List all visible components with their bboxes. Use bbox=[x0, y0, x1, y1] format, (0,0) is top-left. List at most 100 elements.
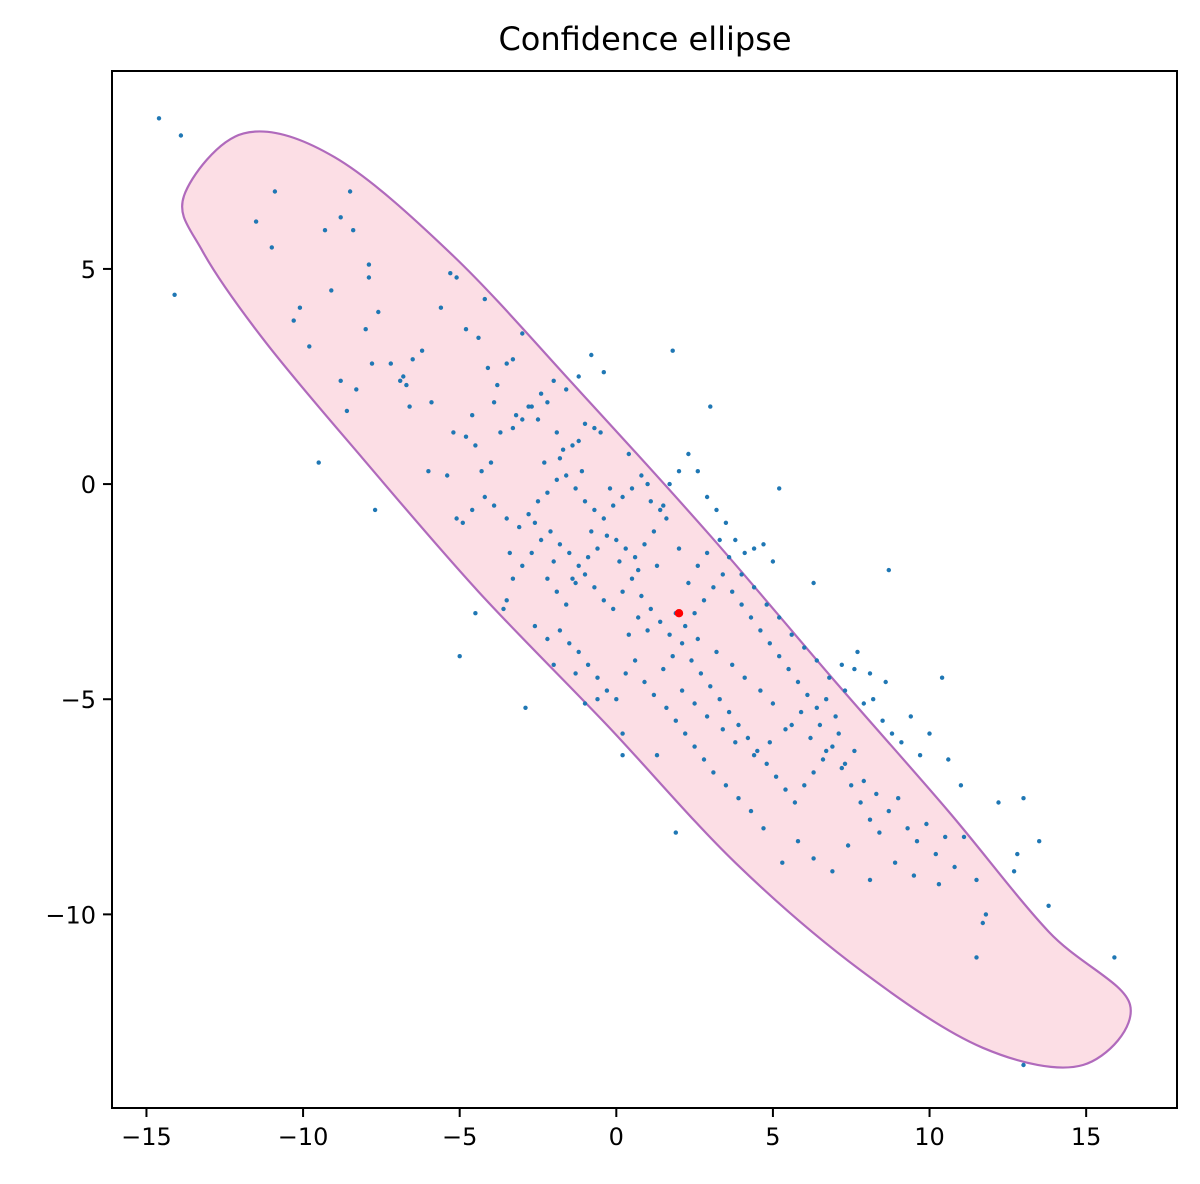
data-point bbox=[842, 688, 848, 693]
data-point bbox=[620, 589, 625, 594]
data-point bbox=[911, 873, 917, 878]
data-point bbox=[867, 671, 873, 676]
data-point bbox=[595, 675, 600, 680]
data-point bbox=[623, 671, 628, 676]
data-point bbox=[582, 572, 588, 577]
data-point bbox=[645, 628, 650, 633]
data-point bbox=[764, 761, 769, 766]
data-point bbox=[896, 796, 901, 801]
data-point bbox=[642, 542, 647, 547]
x-tick-label: 0 bbox=[609, 1123, 624, 1151]
data-point bbox=[347, 189, 353, 194]
data-point bbox=[802, 645, 807, 650]
data-point bbox=[598, 430, 603, 435]
data-point bbox=[501, 606, 506, 612]
data-point bbox=[570, 576, 575, 581]
data-point bbox=[767, 740, 772, 745]
x-tick-label: 15 bbox=[1071, 1123, 1102, 1151]
data-point bbox=[820, 757, 826, 762]
data-point bbox=[695, 563, 700, 568]
data-point bbox=[908, 714, 913, 719]
data-point bbox=[755, 748, 760, 754]
data-point bbox=[730, 662, 735, 667]
data-point bbox=[733, 740, 738, 745]
data-point bbox=[338, 378, 343, 383]
data-point bbox=[485, 365, 491, 371]
data-point bbox=[611, 503, 616, 508]
data-point bbox=[579, 469, 585, 474]
data-point bbox=[679, 641, 685, 646]
data-point bbox=[510, 357, 516, 362]
data-point bbox=[839, 765, 844, 771]
data-point bbox=[670, 348, 675, 353]
data-point bbox=[874, 791, 879, 797]
data-point bbox=[372, 507, 378, 513]
data-point bbox=[880, 718, 885, 723]
data-point bbox=[861, 778, 866, 784]
data-point bbox=[507, 550, 512, 556]
data-point bbox=[369, 361, 375, 366]
data-point bbox=[604, 533, 610, 538]
data-point bbox=[611, 606, 616, 612]
data-point bbox=[504, 516, 509, 521]
data-point bbox=[557, 456, 563, 461]
data-point bbox=[601, 370, 606, 375]
data-point bbox=[470, 507, 475, 513]
data-point bbox=[883, 679, 888, 685]
data-point bbox=[686, 451, 691, 457]
data-point bbox=[751, 546, 757, 551]
data-point bbox=[545, 636, 550, 642]
data-point bbox=[723, 783, 729, 788]
data-point bbox=[592, 425, 597, 431]
data-point bbox=[708, 684, 713, 689]
data-point bbox=[156, 116, 162, 121]
data-point bbox=[676, 546, 682, 551]
confidence-ellipse bbox=[181, 130, 1132, 1069]
data-point bbox=[886, 567, 891, 573]
data-point bbox=[445, 473, 450, 478]
data-point bbox=[917, 753, 923, 758]
data-point bbox=[786, 666, 791, 672]
data-point bbox=[830, 869, 835, 874]
data-point bbox=[686, 580, 691, 586]
data-point bbox=[770, 559, 776, 564]
data-point bbox=[927, 731, 932, 736]
data-point bbox=[886, 808, 891, 814]
data-point bbox=[855, 649, 860, 655]
data-point bbox=[548, 529, 553, 534]
data-point bbox=[789, 632, 794, 637]
data-point bbox=[482, 494, 487, 500]
data-point bbox=[824, 748, 829, 754]
data-point bbox=[595, 697, 600, 702]
data-point bbox=[639, 593, 644, 599]
data-point bbox=[708, 404, 713, 409]
data-point bbox=[654, 563, 660, 568]
data-point bbox=[307, 344, 312, 349]
data-point bbox=[582, 499, 588, 504]
data-point bbox=[695, 469, 700, 474]
data-point bbox=[745, 735, 751, 741]
data-point bbox=[595, 546, 600, 551]
data-point bbox=[1112, 955, 1117, 960]
chart-title: Confidence ellipse bbox=[498, 20, 791, 58]
data-point bbox=[795, 839, 801, 844]
data-point bbox=[736, 796, 741, 801]
data-point bbox=[914, 839, 920, 844]
data-point bbox=[564, 473, 569, 478]
data-point bbox=[354, 387, 359, 392]
data-point bbox=[398, 378, 403, 383]
data-point bbox=[717, 697, 722, 702]
data-point bbox=[695, 636, 700, 642]
data-point bbox=[532, 623, 538, 629]
data-point bbox=[554, 589, 559, 594]
mean-point bbox=[674, 609, 684, 618]
data-point bbox=[1011, 869, 1017, 874]
data-point bbox=[758, 688, 763, 693]
data-point bbox=[363, 327, 368, 332]
data-point bbox=[645, 481, 650, 487]
data-point bbox=[770, 701, 776, 706]
data-point bbox=[388, 361, 393, 366]
data-point bbox=[871, 697, 876, 702]
data-point bbox=[573, 580, 578, 586]
